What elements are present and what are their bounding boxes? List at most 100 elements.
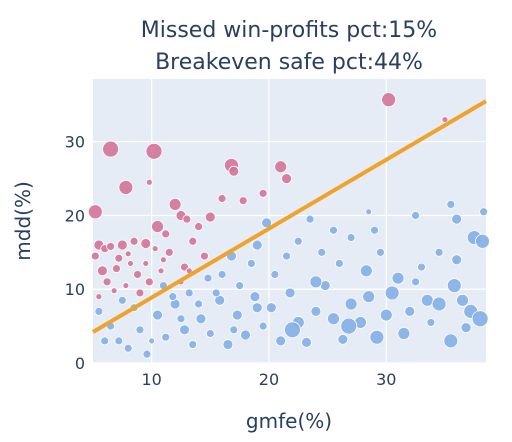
marker-below-line [123,343,133,353]
marker-below-line [251,302,263,314]
marker-below-line [337,333,349,345]
marker-below-line [379,308,393,322]
marker-below-line [231,309,243,321]
marker-above-line [145,142,163,160]
y-tick-label: 30 [65,133,85,152]
marker-above-line [161,229,171,239]
y-axis-title: mdd(%) [11,181,35,260]
marker-below-line [265,302,277,314]
marker-above-line [381,92,397,108]
marker-below-line [446,200,456,209]
marker-below-line [334,259,344,268]
marker-above-line [90,251,100,261]
tick-labels: 10 20 30 0 10 20 30 [65,133,397,389]
marker-below-line [417,262,426,272]
y-tick-label: 10 [65,280,85,299]
marker-below-line [301,336,312,348]
marker-above-line [145,178,153,186]
marker-below-line [217,270,227,279]
marker-below-line [270,270,280,279]
marker-below-line [179,324,190,336]
marker-below-line [184,288,194,298]
marker-below-line [426,318,436,327]
marker-below-line [365,208,373,216]
marker-below-line [293,236,303,246]
marker-above-line [157,267,165,275]
marker-below-line [114,336,124,346]
marker-above-line [281,173,292,184]
marker-below-line [168,292,178,302]
marker-below-line [275,335,287,347]
marker-above-line [151,220,164,233]
y-tick-label: 20 [65,206,85,225]
marker-below-line [309,275,323,289]
marker-below-line [376,247,385,257]
marker-below-line [475,233,490,249]
marker-above-line [217,194,227,203]
marker-above-line [441,116,449,123]
marker-below-line [188,340,198,349]
chart-title-line-2: Breakeven safe pct:44% [155,50,423,75]
marker-below-line [305,214,315,224]
marker-above-line [238,196,248,206]
marker-below-line [284,287,296,299]
x-tick-label: 30 [376,370,396,389]
marker-above-line [194,222,203,231]
marker-below-line [446,278,462,293]
marker-above-line [106,242,115,251]
marker-above-line [142,260,150,267]
marker-above-line [129,236,139,246]
marker-below-line [205,329,215,338]
marker-below-line [222,339,234,350]
marker-below-line [282,251,291,261]
marker-above-line [200,251,209,261]
marker-below-line [384,285,400,301]
marker-below-line [404,305,416,317]
marker-above-line [102,277,112,287]
marker-above-line [188,236,198,246]
marker-above-line [140,238,152,249]
marker-below-line [391,271,405,285]
marker-below-line [235,281,245,290]
marker-below-line [135,325,145,335]
marker-below-line [471,310,489,328]
marker-above-line [228,165,240,177]
marker-below-line [142,349,152,359]
marker-above-line [144,277,154,287]
x-tick-label: 20 [259,370,279,389]
marker-above-line [127,260,134,267]
marker-below-line [340,317,358,335]
marker-below-line [451,213,463,225]
marker-above-line [274,160,288,174]
marker-above-line [182,214,192,224]
marker-above-line [164,247,174,257]
marker-above-line [204,211,216,223]
marker-below-line [229,325,239,335]
marker-above-line [151,245,159,253]
marker-above-line [159,256,167,264]
marker-below-line [411,211,421,220]
marker-below-line [161,332,171,342]
markers [87,92,490,359]
marker-below-line [397,327,411,340]
marker-above-line [258,188,268,198]
marker-above-line [95,293,103,301]
y-tick-label: 0 [75,354,85,373]
chart-title-line-1: Missed win-profits pct:15% [141,18,437,43]
marker-below-line [194,299,203,309]
marker-above-line [116,239,128,251]
marker-below-line [411,277,421,287]
marker-below-line [317,247,327,257]
marker-below-line [327,312,340,326]
marker-above-line [135,288,145,298]
marker-below-line [148,337,156,345]
marker-below-line [211,288,221,298]
marker-below-line [443,333,459,349]
marker-below-line [203,273,213,283]
marker-below-line [329,225,338,235]
marker-above-line [110,287,118,295]
marker-above-line [124,250,132,258]
marker-below-line [359,264,373,278]
marker-below-line [94,306,104,316]
